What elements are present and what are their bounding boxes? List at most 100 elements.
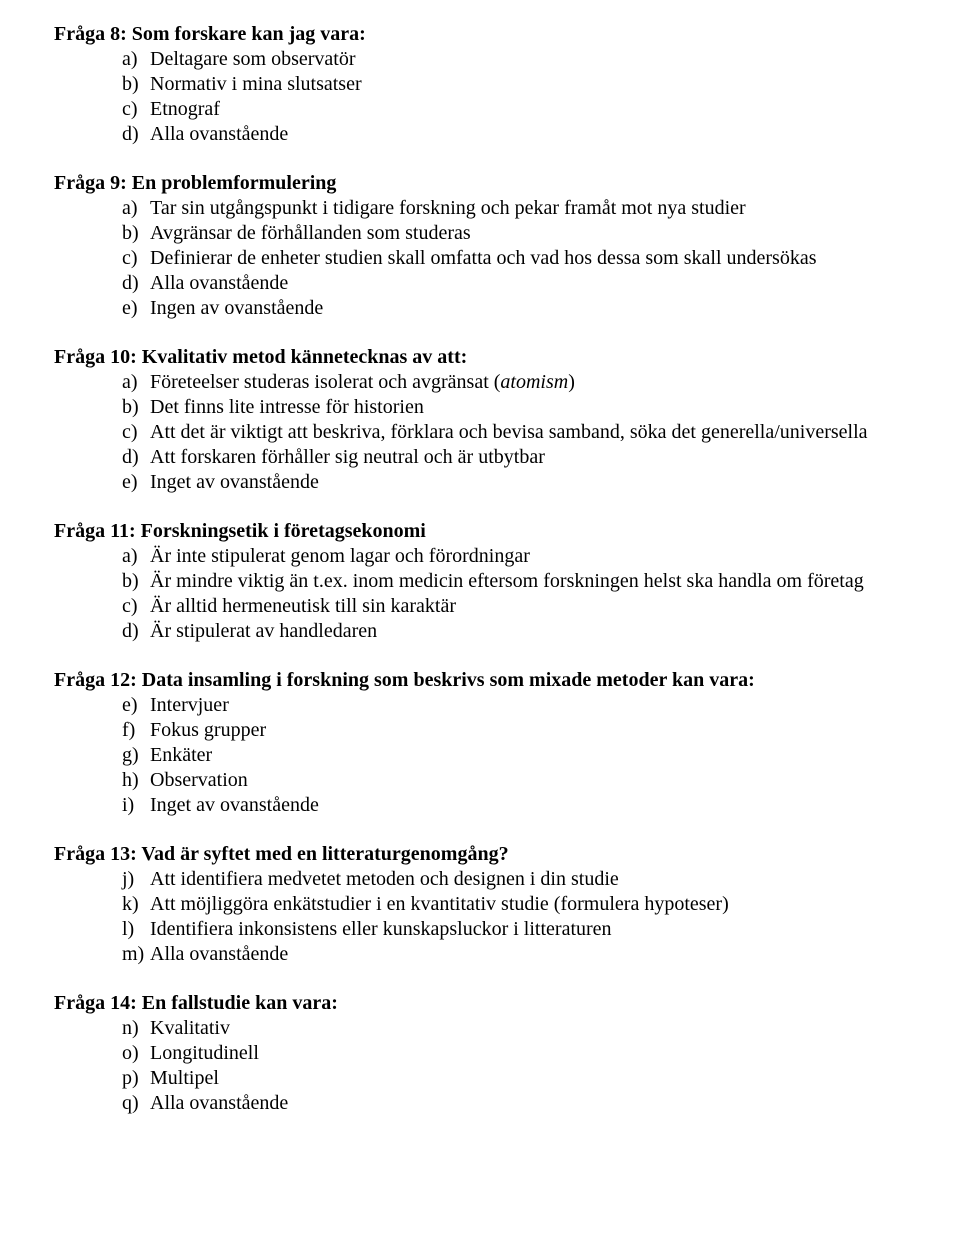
option-item: e)Inget av ovanstående (122, 470, 906, 495)
option-marker: d) (122, 271, 150, 296)
option-text: Alla ovanstående (150, 1091, 906, 1116)
option-text: Intervjuer (150, 693, 906, 718)
question-block: Fråga 13: Vad är syftet med en litteratu… (54, 842, 906, 967)
option-marker: k) (122, 892, 150, 917)
option-text: Alla ovanstående (150, 942, 906, 967)
option-text: Är inte stipulerat genom lagar och föror… (150, 544, 906, 569)
option-item: g)Enkäter (122, 743, 906, 768)
option-marker: b) (122, 395, 150, 420)
option-item: l)Identifiera inkonsistens eller kunskap… (122, 917, 906, 942)
option-item: a)Är inte stipulerat genom lagar och för… (122, 544, 906, 569)
option-text: Ingen av ovanstående (150, 296, 906, 321)
option-text: Deltagare som observatör (150, 47, 906, 72)
option-marker: c) (122, 594, 150, 619)
question-title: Fråga 9: En problemformulering (54, 171, 906, 196)
option-item: b)Det finns lite intresse för historien (122, 395, 906, 420)
option-item: d)Att forskaren förhåller sig neutral oc… (122, 445, 906, 470)
option-text: Inget av ovanstående (150, 470, 906, 495)
option-marker: f) (122, 718, 150, 743)
option-text: Enkäter (150, 743, 906, 768)
question-block: Fråga 12: Data insamling i forskning som… (54, 668, 906, 818)
option-text: Alla ovanstående (150, 122, 906, 147)
option-list: a)Är inte stipulerat genom lagar och för… (54, 544, 906, 644)
option-item: j)Att identifiera medvetet metoden och d… (122, 867, 906, 892)
option-text: Att forskaren förhåller sig neutral och … (150, 445, 906, 470)
option-text: Fokus grupper (150, 718, 906, 743)
option-text: Företeelser studeras isolerat och avgrän… (150, 370, 906, 395)
option-item: d)Alla ovanstående (122, 271, 906, 296)
option-item: a)Företeelser studeras isolerat och avgr… (122, 370, 906, 395)
option-item: e)Ingen av ovanstående (122, 296, 906, 321)
option-list: e)Intervjuerf)Fokus grupperg)Enkäterh)Ob… (54, 693, 906, 818)
option-marker: g) (122, 743, 150, 768)
option-item: f)Fokus grupper (122, 718, 906, 743)
option-text: Är alltid hermeneutisk till sin karaktär (150, 594, 906, 619)
option-marker: a) (122, 544, 150, 569)
option-item: d)Alla ovanstående (122, 122, 906, 147)
option-marker: m) (122, 942, 150, 967)
option-text: Tar sin utgångspunkt i tidigare forsknin… (150, 196, 906, 221)
option-marker: l) (122, 917, 150, 942)
option-marker: e) (122, 470, 150, 495)
question-block: Fråga 9: En problemformuleringa)Tar sin … (54, 171, 906, 321)
option-marker: a) (122, 370, 150, 395)
option-text: Avgränsar de förhållanden som studeras (150, 221, 906, 246)
option-text-post: ) (568, 371, 575, 393)
question-block: Fråga 14: En fallstudie kan vara:n)Kvali… (54, 991, 906, 1116)
question-block: Fråga 10: Kvalitativ metod kännetecknas … (54, 345, 906, 495)
option-marker: c) (122, 420, 150, 445)
option-marker: c) (122, 246, 150, 271)
option-text: Att identifiera medvetet metoden och des… (150, 867, 906, 892)
option-marker: p) (122, 1066, 150, 1091)
option-item: a)Tar sin utgångspunkt i tidigare forskn… (122, 196, 906, 221)
option-item: a)Deltagare som observatör (122, 47, 906, 72)
option-list: j)Att identifiera medvetet metoden och d… (54, 867, 906, 967)
option-list: a)Deltagare som observatörb)Normativ i m… (54, 47, 906, 147)
option-text: Kvalitativ (150, 1016, 906, 1041)
option-item: c)Definierar de enheter studien skall om… (122, 246, 906, 271)
option-marker: i) (122, 793, 150, 818)
option-marker: o) (122, 1041, 150, 1066)
option-item: i)Inget av ovanstående (122, 793, 906, 818)
option-marker: h) (122, 768, 150, 793)
option-marker: e) (122, 296, 150, 321)
option-marker: e) (122, 693, 150, 718)
option-marker: j) (122, 867, 150, 892)
option-item: e)Intervjuer (122, 693, 906, 718)
option-item: n)Kvalitativ (122, 1016, 906, 1041)
option-list: n)Kvalitativo)Longitudinellp)Multipelq)A… (54, 1016, 906, 1116)
option-text: Att möjliggöra enkätstudier i en kvantit… (150, 892, 906, 917)
option-item: b)Avgränsar de förhållanden som studeras (122, 221, 906, 246)
option-marker: c) (122, 97, 150, 122)
option-item: c)Är alltid hermeneutisk till sin karakt… (122, 594, 906, 619)
option-text: Normativ i mina slutsatser (150, 72, 906, 97)
option-marker: b) (122, 221, 150, 246)
option-item: c)Att det är viktigt att beskriva, förkl… (122, 420, 906, 445)
option-item: p)Multipel (122, 1066, 906, 1091)
option-marker: d) (122, 445, 150, 470)
option-item: c)Etnograf (122, 97, 906, 122)
option-text-italic: atomism (500, 371, 568, 393)
option-item: q)Alla ovanstående (122, 1091, 906, 1116)
option-item: b)Är mindre viktig än t.ex. inom medicin… (122, 569, 906, 594)
option-item: m)Alla ovanstående (122, 942, 906, 967)
question-title: Fråga 12: Data insamling i forskning som… (54, 668, 906, 693)
option-text: Är mindre viktig än t.ex. inom medicin e… (150, 569, 906, 594)
option-item: b)Normativ i mina slutsatser (122, 72, 906, 97)
option-item: k)Att möjliggöra enkätstudier i en kvant… (122, 892, 906, 917)
option-text: Alla ovanstående (150, 271, 906, 296)
option-marker: q) (122, 1091, 150, 1116)
document-body: Fråga 8: Som forskare kan jag vara:a)Del… (54, 22, 906, 1116)
question-title: Fråga 13: Vad är syftet med en litteratu… (54, 842, 906, 867)
option-text: Longitudinell (150, 1041, 906, 1066)
option-marker: d) (122, 619, 150, 644)
option-item: o)Longitudinell (122, 1041, 906, 1066)
option-text: Inget av ovanstående (150, 793, 906, 818)
option-text-pre: Företeelser studeras isolerat och avgrän… (150, 371, 500, 393)
question-title: Fråga 10: Kvalitativ metod kännetecknas … (54, 345, 906, 370)
question-title: Fråga 8: Som forskare kan jag vara: (54, 22, 906, 47)
option-marker: b) (122, 569, 150, 594)
option-item: h)Observation (122, 768, 906, 793)
option-marker: n) (122, 1016, 150, 1041)
option-text: Etnograf (150, 97, 906, 122)
